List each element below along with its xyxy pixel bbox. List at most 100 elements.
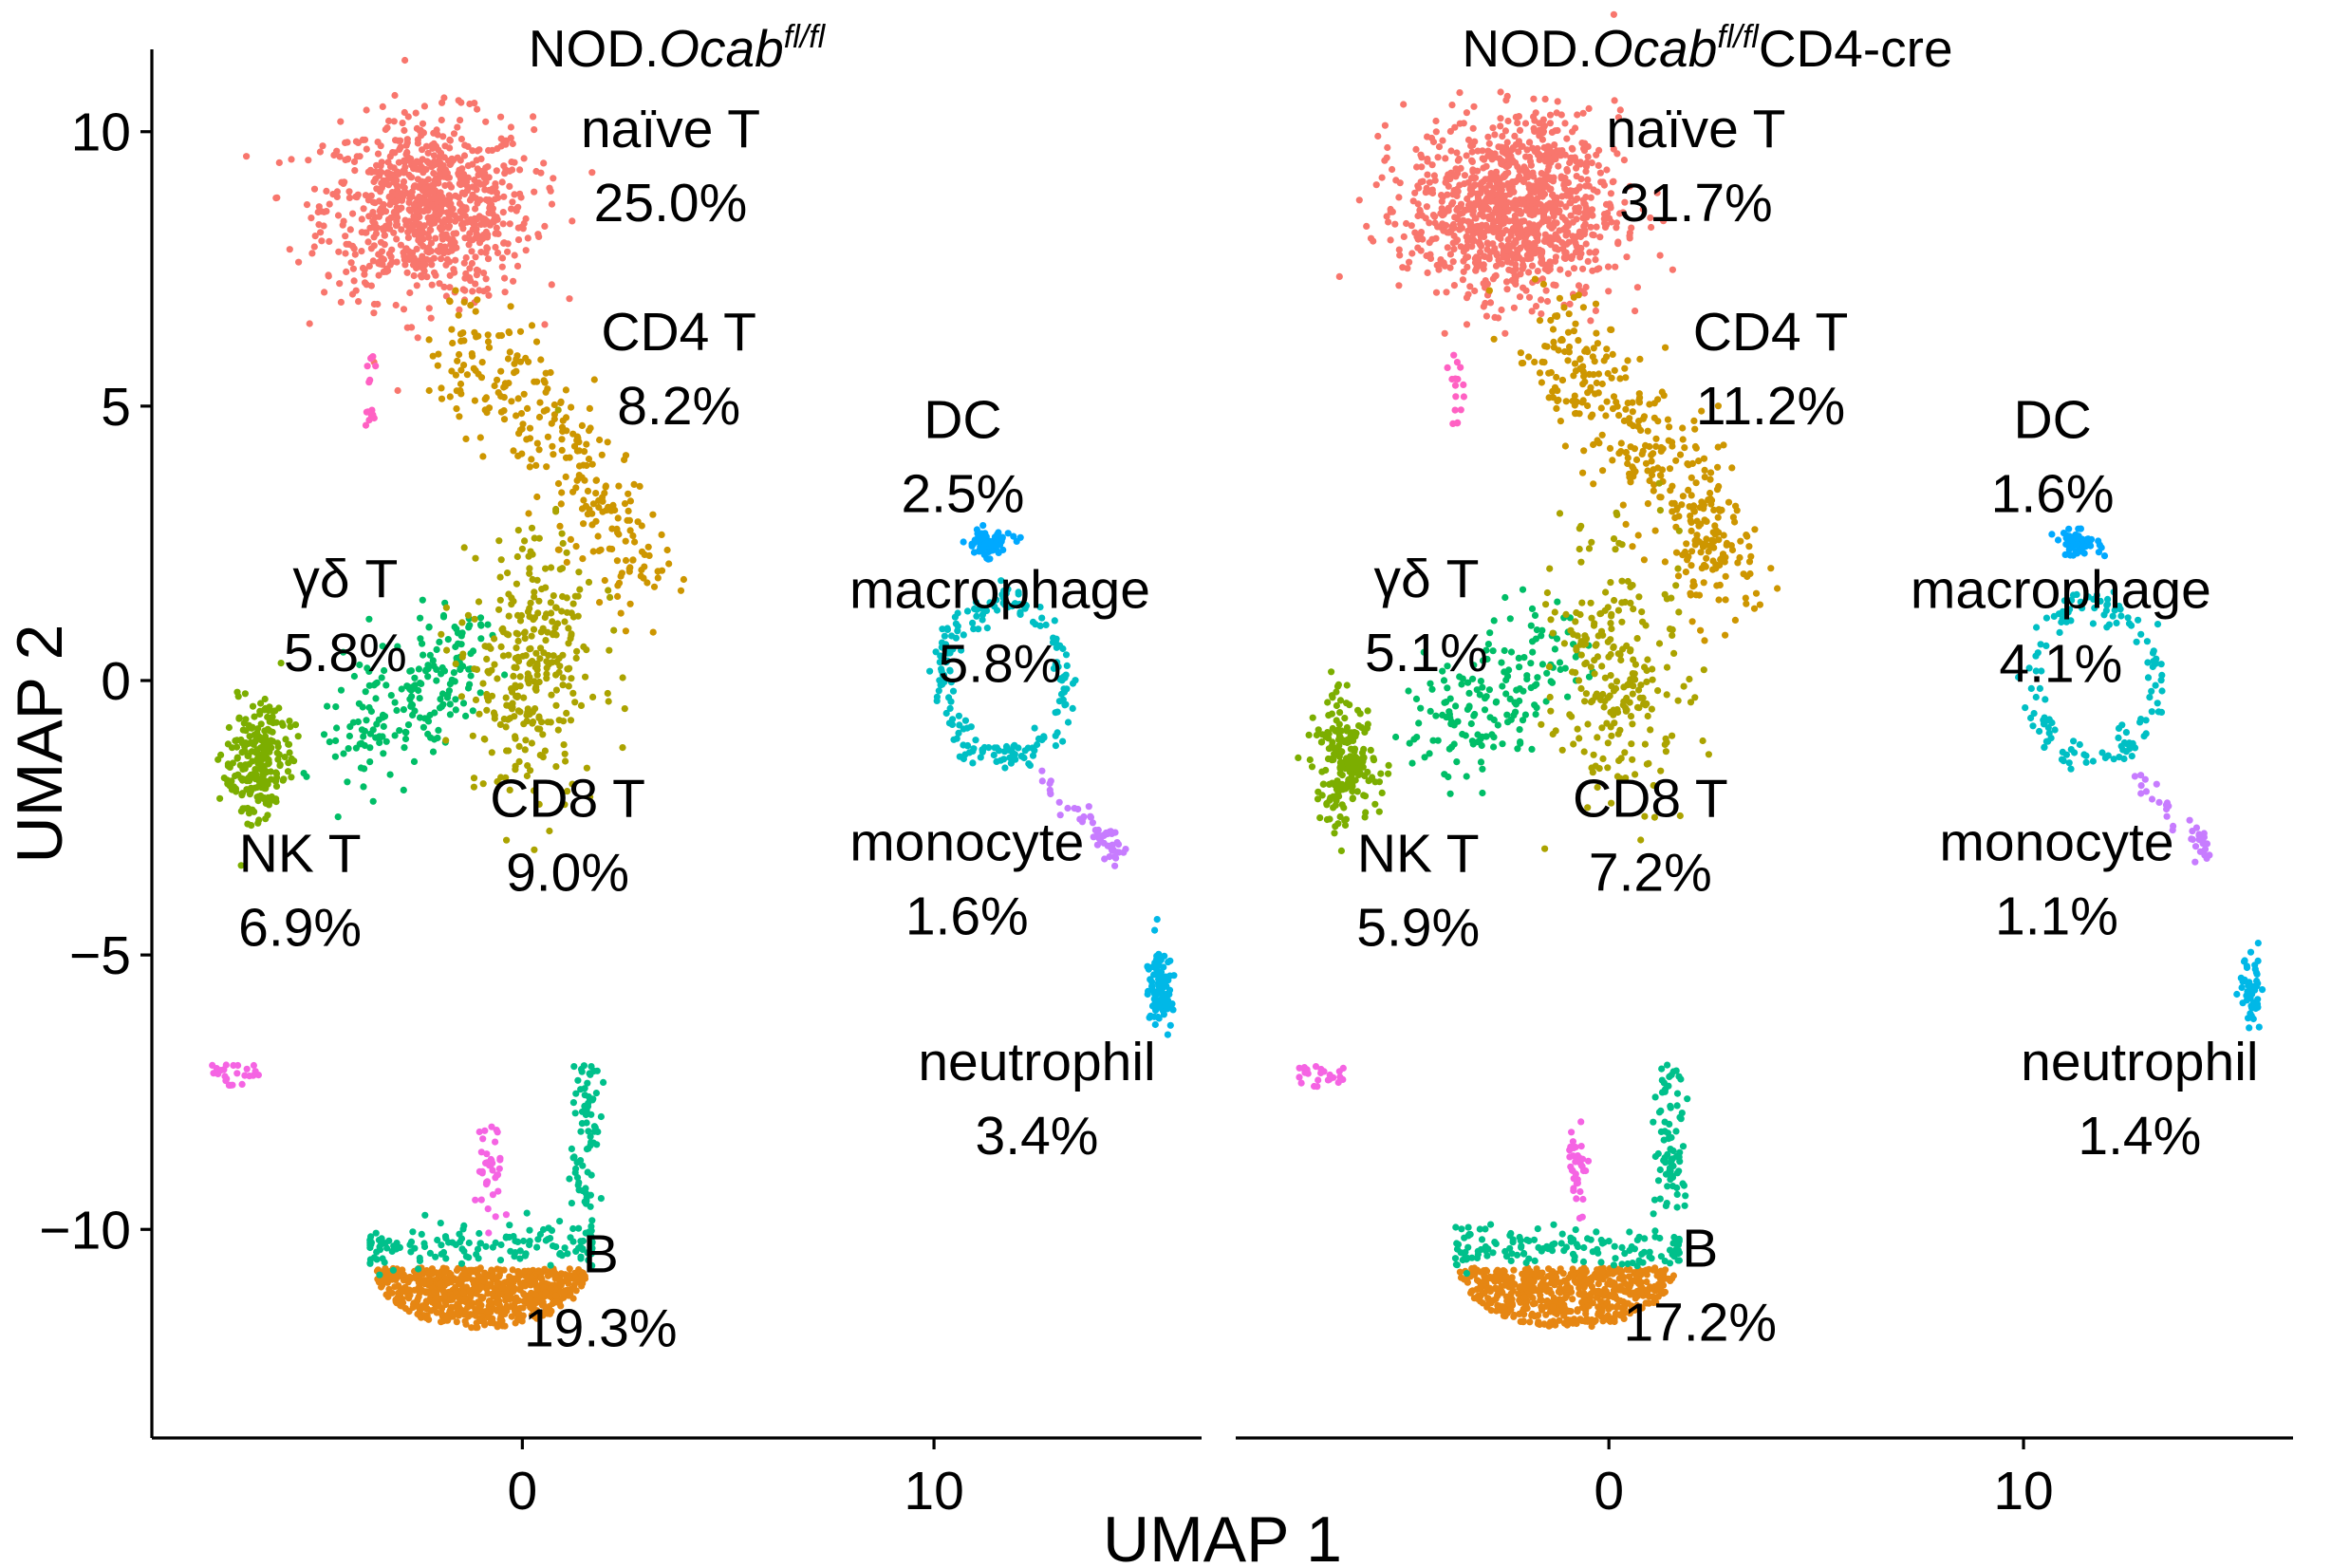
cell-point [416,201,423,210]
cell-point [536,399,544,406]
cell-point [380,722,387,731]
cell-point [361,279,369,287]
cell-point [1372,181,1380,189]
cell-point [1468,148,1476,156]
cell-point [961,751,969,758]
cell-point [1532,109,1539,117]
cell-point [1593,329,1600,337]
cell-point [401,255,408,264]
cell-point [946,666,954,674]
cell-point [1516,293,1524,301]
cell-point [413,282,420,289]
cell-point [1593,151,1600,159]
cell-point [440,154,448,161]
cell-point [323,187,330,195]
cell-point [559,681,567,689]
cell-point [1483,646,1490,654]
cell-point [372,680,380,688]
cell-point [1521,120,1530,127]
cell-point [1716,561,1724,569]
cell-point [291,721,300,729]
cell-point [512,1319,519,1327]
cell-point [566,1265,573,1273]
cell-point [372,695,380,702]
cell-point [436,280,443,288]
cell-point [485,174,493,181]
cell-point [452,192,459,199]
cell-point [502,1211,511,1219]
cell-point [324,702,331,710]
cell-point [437,159,444,167]
cell-point [505,651,513,659]
cell-point [563,709,570,718]
cell-point [1160,963,1167,971]
cell-point [429,181,437,189]
cell-point [453,1318,460,1326]
cell-point [1486,714,1494,721]
cell-point [237,862,245,869]
cell-point [234,1061,242,1070]
cell-point [286,246,293,253]
cell-point [368,354,376,362]
cell-point [544,628,551,636]
cell-point [622,452,630,459]
cell-point [360,205,367,213]
cell-point [1593,223,1600,231]
cell-point [1417,247,1425,254]
cell-point [1551,141,1558,149]
cell-point [1491,184,1499,192]
cell-point [326,738,333,746]
cell-point [475,1298,482,1306]
cell-point [1579,109,1587,117]
panel-2-points [1295,10,2266,1331]
cell-point [469,160,476,168]
cell-point [482,1242,490,1250]
cell-point [1683,540,1690,548]
cell-point [1501,593,1509,602]
cell-point [448,1303,456,1311]
cell-point [969,759,977,767]
cell-point [585,1128,592,1135]
cell-point [476,710,483,718]
cell-point [1161,952,1168,960]
cell-point [549,659,556,666]
cell-point [1594,161,1602,169]
cell-point [1154,1001,1162,1009]
cell-point [1464,253,1472,261]
cell-point [472,280,479,288]
cell-point [489,1167,496,1174]
cell-point [1627,443,1634,451]
cell-point [348,290,357,298]
cell-point [982,539,990,547]
cell-point [568,630,575,638]
cell-point [588,169,596,177]
cell-point [1567,212,1575,219]
cell-point [1549,209,1557,216]
cell-point [1484,641,1492,648]
cell-point [410,757,419,766]
cell-point [340,217,347,225]
cell-point [586,427,593,435]
cell-point [523,1209,531,1217]
cell-point [563,558,570,567]
cell-point [596,436,604,444]
cell-point [1532,635,1539,643]
cell-point [1520,238,1528,246]
cell-point [1577,176,1585,183]
cell-point [531,678,538,685]
cell-point [1062,700,1070,708]
cell-point [1614,114,1622,121]
cell-point [384,159,392,166]
cell-point [1102,829,1110,837]
cell-point [1685,461,1692,469]
cell-point [1580,222,1588,231]
cell-point [562,757,569,765]
cell-point [1465,702,1473,710]
cell-point [526,605,533,612]
cell-point [1550,281,1557,289]
cell-point [271,777,280,785]
cell-point [1426,178,1433,186]
cell-point [421,184,429,192]
cell-point [483,655,491,663]
cell-point [1383,154,1390,161]
